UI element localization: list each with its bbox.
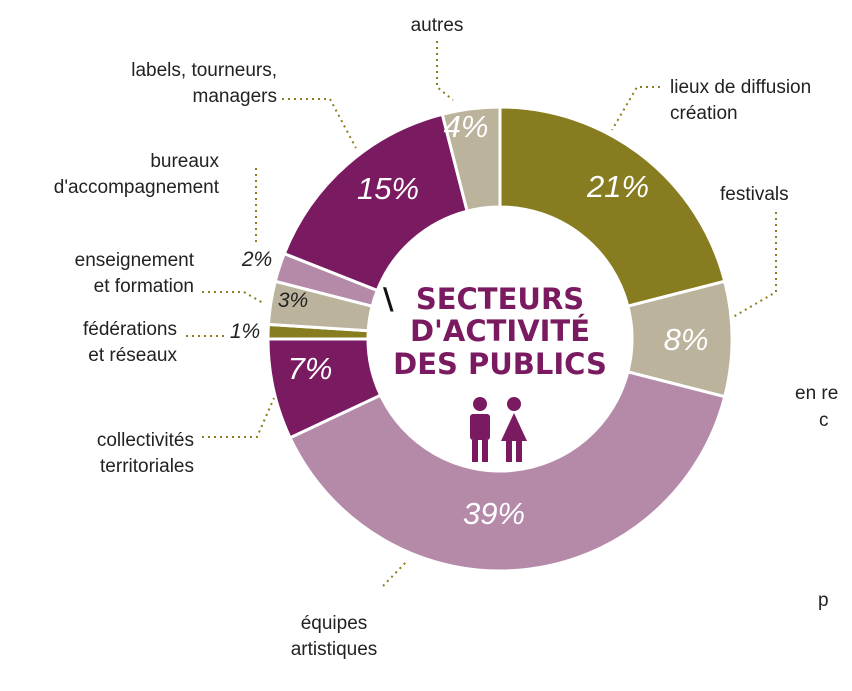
title-slash: \ [383,282,394,316]
slice-category-label-line: lieux de diffusion [670,77,811,98]
slice-category-label-line: d'accompagnement [54,177,220,198]
pie-slice-0 [498,105,727,308]
slice-labels: 21% lieux de diffusion création 8% festivals… [54,15,839,660]
slice-category-label-1: festivals [720,184,789,205]
leader-line-3 [202,397,275,438]
pie-slice-2 [288,370,727,573]
slice-category-label-3: collectivités territoriales [97,430,194,477]
slice-category-label-line: et formation [94,276,194,297]
chart-center: \ SECTEURS D'ACTIVITÉ DES PUBLICS [383,282,607,462]
slice-category-label-line: bureaux [150,151,219,172]
slice-category-label-7: labels, tourneurs, managers [131,60,277,107]
slice-category-label-line: territoriales [100,456,194,477]
slice-category-label-line: équipes [301,613,368,634]
slice-category-label-0: lieux de diffusion création [670,77,811,124]
slice-value-label-3: 7% [288,351,333,386]
slice-value-label-8: 4% [444,109,489,144]
clipped-label-p: p [818,590,829,611]
pie-slice-7 [282,112,469,293]
pie-slice-8 [440,105,502,213]
leader-line-7 [282,98,357,149]
slice-category-label-line: fédérations [83,319,177,340]
leader-line-5 [202,291,264,304]
slice-category-label-line: managers [193,86,278,107]
clipped-label-c: c [819,410,829,431]
slice-category-label-line: création [670,103,738,124]
slice-category-label-line: enseignement [75,250,195,271]
slice-category-label-4: fédérations et réseaux [83,319,178,366]
slice-category-label-8: autres [411,15,464,36]
chart-title-line-2: D'ACTIVITÉ [410,314,590,348]
slice-category-label-2: équipes artistiques [291,613,378,660]
people-pair-icon [470,397,527,462]
slice-value-label-6: 2% [241,248,272,271]
slice-value-label-7: 15% [357,171,419,206]
slice-value-label-1: 8% [664,322,709,357]
chart-slices [266,105,734,573]
slice-category-label-line: labels, tourneurs, [131,60,277,81]
leader-line-8 [436,41,454,101]
leader-line-2 [382,559,409,587]
slice-category-label-line: collectivités [97,430,194,451]
chart-title-line-3: DES PUBLICS [393,347,607,381]
chart-title-line-1: SECTEURS [416,282,584,316]
slice-category-label-line: festivals [720,184,789,205]
slice-category-label-line: artistiques [291,639,378,660]
slice-category-label-5: enseignement et formation [75,250,195,297]
leader-line-0 [611,86,660,131]
slice-category-label-6: bureaux d'accompagnement [54,151,220,198]
slice-category-label-line: autres [411,15,464,36]
slice-value-label-5: 3% [278,289,308,312]
slice-category-label-line: et réseaux [88,345,177,366]
slice-value-label-4: 1% [230,320,260,343]
leader-line-1 [732,212,777,318]
slice-value-label-0: 21% [586,169,649,204]
slice-value-label-2: 39% [463,496,525,531]
clipped-label-en-re: en re [795,383,838,404]
leader-lines [186,41,777,587]
